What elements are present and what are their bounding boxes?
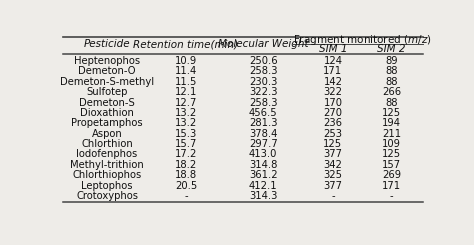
Text: Retention time(min): Retention time(min) [133,39,238,49]
Text: 377: 377 [323,181,342,191]
Text: 18.8: 18.8 [175,170,197,180]
Text: 412.1: 412.1 [249,181,277,191]
Text: 171: 171 [382,181,401,191]
Text: -: - [331,191,335,201]
Text: Dioxathion: Dioxathion [80,108,134,118]
Text: 250.6: 250.6 [249,56,277,66]
Text: 15.3: 15.3 [175,129,197,139]
Text: 88: 88 [385,98,398,108]
Text: Chlorthiophos: Chlorthiophos [73,170,142,180]
Text: Heptenophos: Heptenophos [74,56,140,66]
Text: -: - [390,191,393,201]
Text: Aspon: Aspon [91,129,122,139]
Text: 413.0: 413.0 [249,149,277,159]
Text: 230.3: 230.3 [249,77,277,87]
Text: 314.3: 314.3 [249,191,277,201]
Text: 12.1: 12.1 [175,87,197,97]
Text: 378.4: 378.4 [249,129,277,139]
Text: Demeton-O: Demeton-O [78,66,136,76]
Text: 171: 171 [323,66,343,76]
Text: -: - [184,191,188,201]
Text: 266: 266 [382,87,401,97]
Text: Demeton-S: Demeton-S [79,98,135,108]
Text: 281.3: 281.3 [249,118,277,128]
Text: 89: 89 [385,56,398,66]
Text: 88: 88 [385,77,398,87]
Text: 322: 322 [323,87,342,97]
Text: 20.5: 20.5 [175,181,197,191]
Text: 18.2: 18.2 [175,160,197,170]
Text: 377: 377 [323,149,342,159]
Text: SIM 2: SIM 2 [377,44,406,54]
Text: 124: 124 [323,56,342,66]
Text: 236: 236 [323,118,342,128]
Text: SIM 1: SIM 1 [319,44,347,54]
Text: 342: 342 [323,160,342,170]
Text: 11.5: 11.5 [175,77,197,87]
Text: 125: 125 [323,139,343,149]
Text: Leptophos: Leptophos [81,181,133,191]
Text: 314.8: 314.8 [249,160,277,170]
Text: 297.7: 297.7 [249,139,277,149]
Text: 270: 270 [323,108,342,118]
Text: 325: 325 [323,170,342,180]
Text: 258.3: 258.3 [249,98,277,108]
Text: 157: 157 [382,160,401,170]
Text: 13.2: 13.2 [175,118,197,128]
Text: Molecular Weight: Molecular Weight [218,39,309,49]
Text: 258.3: 258.3 [249,66,277,76]
Text: 142: 142 [323,77,342,87]
Text: 456.5: 456.5 [249,108,277,118]
Text: Crotoxyphos: Crotoxyphos [76,191,138,201]
Text: 253: 253 [323,129,342,139]
Text: 109: 109 [382,139,401,149]
Text: Iodofenphos: Iodofenphos [76,149,137,159]
Text: 88: 88 [385,66,398,76]
Text: 125: 125 [382,149,401,159]
Text: 12.7: 12.7 [175,98,197,108]
Text: Pesticide: Pesticide [84,39,130,49]
Text: Sulfotep: Sulfotep [86,87,128,97]
Text: 11.4: 11.4 [175,66,197,76]
Text: 361.2: 361.2 [249,170,277,180]
Text: Propetamphos: Propetamphos [71,118,143,128]
Text: Methyl-trithion: Methyl-trithion [70,160,144,170]
Text: 269: 269 [382,170,401,180]
Text: 211: 211 [382,129,401,139]
Text: Demeton-S-methyl: Demeton-S-methyl [60,77,154,87]
Text: 125: 125 [382,108,401,118]
Text: 17.2: 17.2 [175,149,197,159]
Text: 194: 194 [382,118,401,128]
Text: Chlorthion: Chlorthion [81,139,133,149]
Text: 13.2: 13.2 [175,108,197,118]
Text: 322.3: 322.3 [249,87,277,97]
Text: 10.9: 10.9 [175,56,197,66]
Text: 170: 170 [323,98,342,108]
Text: Fragment monitored ($\mathit{m/z}$): Fragment monitored ($\mathit{m/z}$) [293,33,432,47]
Text: 15.7: 15.7 [175,139,197,149]
